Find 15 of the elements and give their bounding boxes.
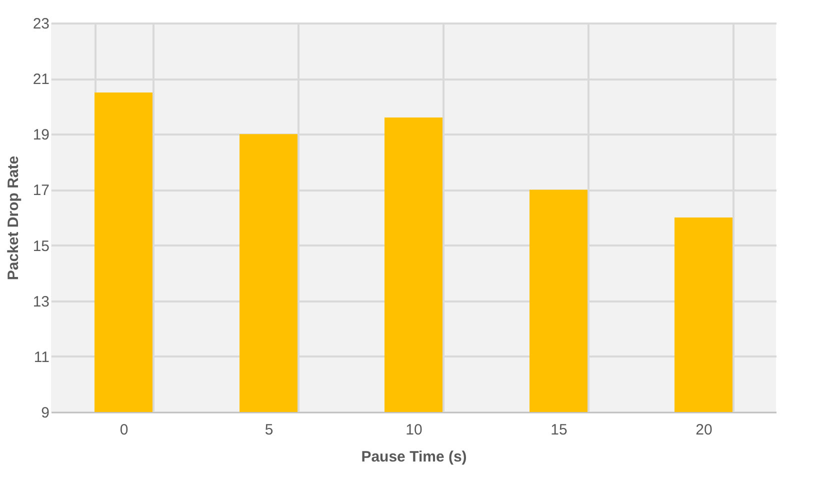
y-tick-label: 21 <box>32 71 50 88</box>
y-tick-label: 23 <box>32 16 50 32</box>
y-tick-label: 13 <box>32 293 50 310</box>
x-axis-title: Pause Time (s) <box>361 448 467 466</box>
y-tick-label: 11 <box>34 348 50 366</box>
x-tick-label: 10 <box>406 422 422 438</box>
y-tick-label: 19 <box>32 126 50 144</box>
y-axis-title: Packet Drop Rate <box>4 156 22 280</box>
x-tick-label: 15 <box>550 422 568 438</box>
x-tick-label: 5 <box>264 422 274 438</box>
x-tick-label: 0 <box>120 422 128 438</box>
y-tick-label: 15 <box>32 238 50 255</box>
y-tick-label: 9 <box>41 404 50 422</box>
x-tick-label: 20 <box>696 422 712 438</box>
y-tick-label: 17 <box>32 182 50 200</box>
